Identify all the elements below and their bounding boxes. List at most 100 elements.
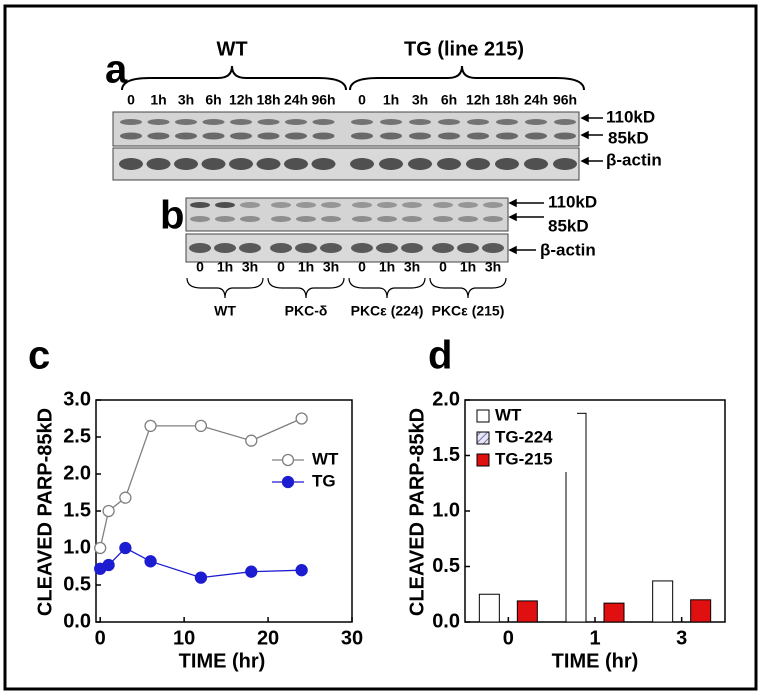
- blot-band: [240, 202, 260, 208]
- y-axis-label: CLEAVED PARP-85kD: [34, 408, 56, 616]
- blot-band: [296, 202, 316, 208]
- blot-band: [409, 119, 431, 125]
- blot-band: [120, 132, 142, 140]
- lane-label: 18h: [256, 92, 280, 108]
- arrows: [580, 113, 603, 166]
- blot-band: [376, 243, 398, 253]
- bar: [516, 600, 538, 623]
- legend-marker: [281, 475, 295, 489]
- blot-band: [214, 243, 236, 253]
- x-axis-label: TIME (hr): [552, 650, 639, 672]
- blot-band: [271, 216, 291, 222]
- blot-band: [458, 216, 478, 222]
- lane-label: 1h: [460, 259, 476, 275]
- blot-band: [525, 132, 547, 140]
- blot-band: [554, 132, 576, 140]
- blot-band: [175, 132, 197, 140]
- point: [194, 571, 208, 584]
- blot-band: [432, 243, 454, 253]
- legend-swatch: [476, 431, 490, 445]
- blot-band: [270, 243, 292, 253]
- blot-band: [321, 202, 341, 208]
- lane-label: 1h: [217, 259, 233, 275]
- legend-label: WT: [495, 405, 522, 424]
- group-label: PKCε (215): [432, 303, 505, 319]
- point: [94, 541, 107, 555]
- blot-band: [271, 202, 291, 208]
- blot-band: [483, 202, 503, 208]
- blot-band: [401, 243, 423, 253]
- blot: [112, 111, 580, 147]
- blot-band: [495, 158, 519, 170]
- marker-label: 85kD: [608, 128, 649, 147]
- blot-band: [437, 158, 461, 170]
- lane-label: 96h: [311, 92, 335, 108]
- lane-label: 3h: [178, 92, 194, 108]
- marker-label: β-actin: [606, 150, 662, 169]
- blot-band: [120, 119, 142, 125]
- blot-band: [296, 216, 316, 222]
- lane-label: 0: [196, 259, 204, 275]
- bar: [690, 599, 712, 623]
- marker-label: 85kD: [548, 216, 589, 235]
- y-tick-label: 1.0: [63, 536, 91, 558]
- x-tick-label: 10: [173, 627, 195, 649]
- y-tick-label: 1.0: [432, 499, 460, 521]
- point: [144, 419, 157, 433]
- lane-label: 1h: [383, 92, 399, 108]
- lane-label: 0: [439, 259, 447, 275]
- blot-band: [380, 119, 402, 125]
- blot-band: [409, 132, 431, 140]
- blot-band: [380, 132, 402, 140]
- y-tick-label: 0.5: [63, 573, 91, 595]
- blot-band: [147, 132, 170, 140]
- blot-band: [483, 216, 503, 222]
- blot-band: [351, 119, 373, 125]
- group-label: PKCε (224): [351, 303, 424, 319]
- blot-band: [256, 158, 281, 170]
- frame: [3, 4, 758, 691]
- brace: [121, 65, 347, 91]
- blot-band: [320, 243, 342, 253]
- x-tick-label: 0: [95, 627, 106, 649]
- blot-band: [496, 132, 518, 140]
- blot-band: [239, 243, 261, 253]
- blot-band: [524, 158, 548, 170]
- blot-band: [175, 119, 197, 125]
- blot-band: [554, 119, 576, 125]
- lane-label: 0: [358, 259, 366, 275]
- blot-band: [496, 119, 518, 125]
- lane-label: 0: [127, 92, 135, 108]
- blot-band: [229, 158, 253, 170]
- blot-band: [119, 158, 143, 170]
- x-tick-label: 0: [503, 627, 514, 649]
- lane-label: 3h: [323, 259, 339, 275]
- blot-band: [438, 119, 460, 125]
- blot-band: [174, 158, 198, 170]
- x-tick-label: 20: [257, 627, 279, 649]
- panel-label: b: [160, 194, 184, 238]
- y-tick-label: 0.0: [63, 610, 91, 632]
- blot-band: [482, 243, 504, 253]
- blot-band: [402, 202, 422, 208]
- blot: [185, 233, 509, 263]
- y-tick-label: 0.5: [432, 555, 460, 577]
- blot-band: [408, 158, 432, 170]
- blot: [185, 197, 509, 232]
- blot-band: [433, 216, 453, 222]
- blot-band: [402, 216, 422, 222]
- legend-label: WT: [312, 449, 339, 468]
- blot-band: [433, 202, 453, 208]
- panel-label: c: [28, 334, 50, 378]
- lane-label: 96h: [553, 92, 577, 108]
- blot-band: [257, 132, 280, 140]
- legend-swatch: [476, 453, 490, 467]
- y-tick-label: 1.5: [432, 444, 460, 466]
- y-tick-label: 2.0: [432, 388, 460, 410]
- blot-band: [312, 119, 335, 125]
- blot-band: [321, 216, 341, 222]
- point: [295, 564, 308, 577]
- blot-band: [352, 216, 372, 222]
- lane-label: 24h: [284, 92, 308, 108]
- lane-label: 24h: [524, 92, 548, 108]
